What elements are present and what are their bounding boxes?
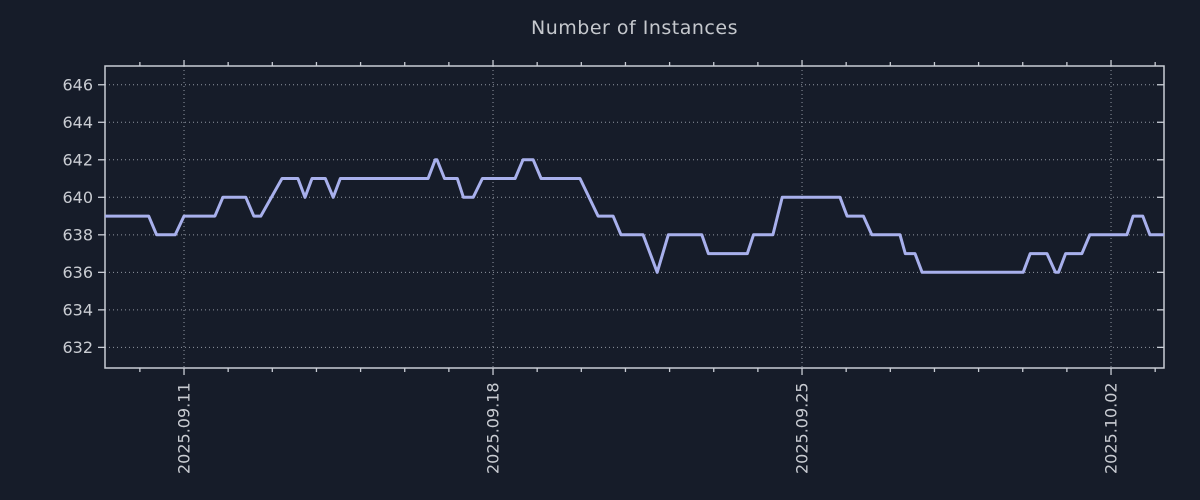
y-tick-label: 642 [62, 150, 93, 169]
y-tick-label: 640 [62, 188, 93, 207]
plot-frame [104, 65, 1165, 369]
y-tick-label: 638 [62, 225, 93, 244]
x-tick-label: 2025.09.11 [175, 382, 194, 474]
y-tick-label: 646 [62, 75, 93, 94]
x-tick-label: 2025.10.02 [1102, 382, 1121, 474]
x-tick-label: 2025.09.25 [793, 382, 812, 474]
y-tick-label: 644 [62, 113, 93, 132]
x-tick-label: 2025.09.18 [484, 382, 503, 474]
y-tick-label: 636 [62, 263, 93, 282]
y-tick-label: 632 [62, 338, 93, 357]
y-tick-label: 634 [62, 300, 93, 319]
series-line-instances [105, 158, 1164, 274]
chart-title: Number of Instances [531, 17, 738, 39]
